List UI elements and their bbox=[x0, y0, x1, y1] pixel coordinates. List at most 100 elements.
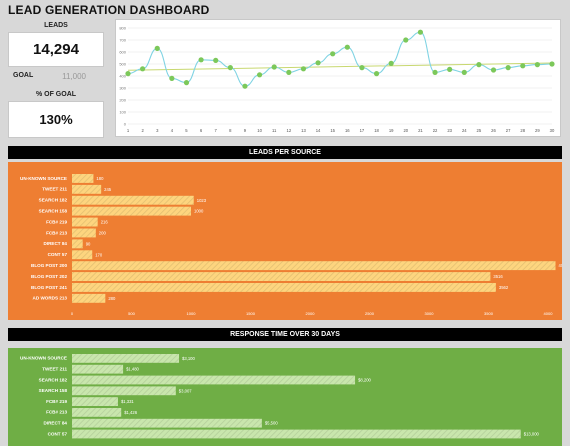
x-tick-label: 12 bbox=[286, 128, 291, 133]
x-tick-label: 2 bbox=[141, 128, 144, 133]
category-label: SEARCH 158 bbox=[39, 388, 68, 393]
category-label: SEARCH 182 bbox=[39, 377, 68, 382]
x-tick-label: 5 bbox=[185, 128, 188, 133]
bar-value-label: $1,331 bbox=[121, 399, 134, 404]
data-point bbox=[490, 67, 497, 73]
data-point bbox=[286, 69, 292, 75]
bar bbox=[72, 272, 491, 281]
leads-per-source-chart: 0 500 1000 1500 2000 2500 3000 3500 4000 UN-KNOWN… bbox=[8, 162, 562, 320]
category-label: BLOG POST 202 bbox=[31, 274, 67, 279]
category-label: FCB# 219 bbox=[46, 399, 67, 404]
x-tick-label: 21 bbox=[418, 128, 423, 133]
bar-value-label: 3516 bbox=[493, 274, 503, 279]
x-tick-label: 9 bbox=[244, 128, 247, 133]
y-tick-label: 300 bbox=[119, 86, 126, 91]
x-tick-label: 13 bbox=[301, 128, 306, 133]
y-tick-label: 100 bbox=[119, 110, 126, 115]
y-tick-label: 200 bbox=[119, 98, 126, 103]
data-point bbox=[315, 60, 321, 66]
bar-value-label: $1,480 bbox=[126, 367, 139, 372]
bar-value-label: 180 bbox=[96, 176, 104, 181]
x-tick-label: 10 bbox=[257, 128, 262, 133]
data-point bbox=[213, 57, 219, 64]
bar-value-label: $5,500 bbox=[265, 421, 278, 426]
leads-value: 14,294 bbox=[33, 41, 79, 58]
x-tick-label: 28 bbox=[520, 128, 525, 133]
bar bbox=[72, 195, 194, 205]
x-tick-label: 17 bbox=[360, 128, 365, 133]
data-point bbox=[432, 69, 438, 75]
data-point bbox=[476, 62, 482, 68]
dashboard-title: LEAD GENERATION DASHBOARD bbox=[8, 3, 210, 17]
y-tick-label: 400 bbox=[119, 74, 126, 79]
bar bbox=[72, 429, 521, 439]
category-label: DIRECT 84 bbox=[44, 420, 68, 425]
x-tick-label: 15 bbox=[330, 128, 335, 133]
bar-value-label: 170 bbox=[95, 252, 103, 257]
data-point bbox=[125, 71, 131, 77]
data-point bbox=[227, 65, 233, 71]
x-tick-label: 3 bbox=[156, 128, 159, 133]
bar-value-label: $3,007 bbox=[179, 388, 192, 393]
category-label: TWEET 211 bbox=[42, 187, 67, 192]
bar-value-label: 245 bbox=[104, 187, 112, 192]
x-tick-label: 16 bbox=[345, 128, 350, 133]
response-time-chart: UN-KNOWN SOURCE $3,100 TWEET 211 $1,480 SEAR… bbox=[8, 348, 562, 446]
x-tick-label: 20 bbox=[403, 128, 408, 133]
bar-value-label: 280 bbox=[108, 296, 116, 301]
category-label: DIRECT 84 bbox=[44, 241, 68, 246]
x-tick-label: 30 bbox=[550, 128, 555, 133]
data-point bbox=[183, 80, 190, 86]
bar bbox=[72, 261, 556, 271]
data-point bbox=[388, 60, 394, 66]
bar-value-label: 1000 bbox=[194, 209, 204, 214]
x-tick-label: 4 bbox=[171, 128, 174, 133]
x-tick-label: 23 bbox=[447, 128, 452, 133]
data-point bbox=[505, 65, 511, 71]
data-point bbox=[271, 64, 277, 70]
bar-value-label: $1,426 bbox=[124, 410, 137, 415]
x-tick-label: 8 bbox=[229, 128, 232, 133]
data-point bbox=[154, 45, 160, 51]
category-label: AD WORDS 213 bbox=[33, 296, 68, 301]
bar bbox=[72, 184, 102, 194]
leads-per-source-title: LEADS PER SOURCE bbox=[8, 146, 562, 159]
x-tick-label: 29 bbox=[535, 128, 540, 133]
x-tick-label: 22 bbox=[433, 128, 438, 133]
y-tick-label: 700 bbox=[119, 38, 126, 43]
category-label: CONT 57 bbox=[48, 252, 68, 257]
bar bbox=[72, 206, 191, 216]
x-tick-label: 2000 bbox=[306, 311, 316, 316]
x-tick-label: 6 bbox=[200, 128, 203, 133]
data-point bbox=[447, 66, 453, 72]
bar-value-label: 90 bbox=[86, 241, 91, 246]
category-label: FCB# 219 bbox=[46, 219, 67, 224]
x-tick-label: 0 bbox=[71, 311, 74, 316]
bar bbox=[72, 386, 176, 396]
data-point bbox=[520, 63, 526, 69]
category-label: SEARCH 158 bbox=[39, 208, 68, 213]
category-label: SEARCH 182 bbox=[39, 198, 68, 203]
data-point bbox=[198, 57, 204, 63]
data-point bbox=[359, 65, 365, 71]
bar bbox=[72, 354, 180, 363]
bar-value-label: 4063 bbox=[558, 263, 562, 268]
x-tick-label: 1500 bbox=[246, 311, 256, 316]
data-point bbox=[461, 69, 467, 75]
x-tick-label: 24 bbox=[462, 128, 467, 133]
x-tick-label: 4000 bbox=[544, 311, 554, 316]
percent-kpi-panel bbox=[8, 101, 104, 138]
percent-of-goal-label: % OF GOAL bbox=[35, 91, 77, 98]
category-label: BLOG POST 241 bbox=[31, 285, 67, 290]
data-point bbox=[256, 72, 263, 78]
x-tick-label: 3000 bbox=[425, 311, 435, 316]
y-tick-label: 600 bbox=[119, 50, 126, 55]
x-tick-label: 11 bbox=[272, 128, 277, 133]
bar-value-label: 200 bbox=[99, 230, 107, 235]
x-tick-label: 27 bbox=[506, 128, 511, 133]
leads-label: LEADS bbox=[44, 22, 68, 29]
data-point bbox=[300, 66, 307, 72]
x-tick-label: 3500 bbox=[484, 311, 494, 316]
category-label: TWEET 211 bbox=[42, 366, 67, 371]
x-tick-label: 18 bbox=[374, 128, 379, 133]
